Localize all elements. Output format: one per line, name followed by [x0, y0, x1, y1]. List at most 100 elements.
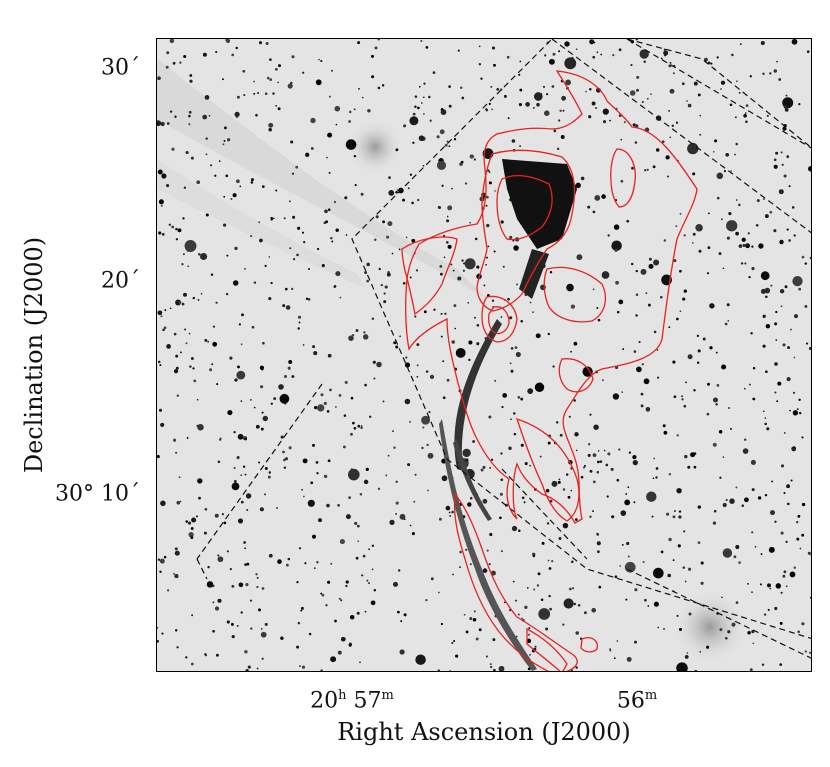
- star: [411, 238, 416, 243]
- star: [175, 238, 179, 241]
- star: [374, 238, 377, 242]
- star: [678, 510, 682, 513]
- star: [269, 58, 272, 61]
- star: [685, 381, 687, 384]
- star: [788, 239, 791, 242]
- star: [367, 109, 371, 113]
- star: [519, 88, 523, 92]
- star: [729, 103, 733, 107]
- star: [255, 424, 260, 429]
- star: [676, 434, 679, 437]
- star: [335, 271, 341, 277]
- star: [675, 121, 679, 124]
- star: [231, 635, 235, 639]
- star: [216, 383, 219, 386]
- star: [653, 259, 660, 266]
- star: [695, 224, 703, 232]
- star: [804, 262, 807, 265]
- star: [399, 513, 406, 520]
- star: [596, 470, 600, 474]
- star: [741, 504, 745, 508]
- star: [627, 555, 630, 558]
- star: [698, 249, 702, 253]
- star: [200, 252, 208, 261]
- star: [570, 489, 573, 492]
- star: [810, 553, 811, 556]
- star: [720, 80, 726, 85]
- star: [268, 127, 272, 132]
- star: [324, 209, 328, 214]
- star: [236, 95, 240, 99]
- star: [630, 262, 634, 266]
- star: [465, 458, 469, 462]
- star: [667, 573, 671, 578]
- star: [231, 584, 235, 588]
- star: [327, 459, 331, 463]
- star: [436, 135, 440, 139]
- star: [348, 110, 352, 114]
- star: [655, 148, 660, 152]
- star: [743, 387, 746, 390]
- star: [775, 583, 782, 589]
- star: [731, 53, 734, 57]
- star: [253, 406, 256, 409]
- star: [603, 449, 606, 452]
- star: [491, 299, 495, 302]
- star: [405, 236, 408, 239]
- star: [185, 656, 188, 659]
- star: [791, 39, 798, 45]
- star: [774, 322, 778, 326]
- star: [327, 132, 333, 138]
- star: [371, 568, 374, 571]
- star: [440, 622, 443, 626]
- star: [688, 567, 692, 571]
- star: [305, 152, 310, 157]
- star: [558, 119, 561, 122]
- star: [370, 54, 375, 58]
- star: [273, 397, 277, 401]
- star: [718, 252, 722, 256]
- star: [397, 610, 400, 614]
- star: [485, 256, 489, 259]
- star: [494, 190, 496, 192]
- star: [197, 252, 201, 256]
- star: [601, 271, 610, 279]
- star: [779, 621, 783, 625]
- star: [795, 520, 799, 524]
- star: [214, 174, 217, 177]
- star: [635, 269, 638, 273]
- star: [519, 145, 521, 147]
- star: [448, 85, 451, 88]
- star: [320, 592, 323, 595]
- star: [240, 343, 243, 346]
- star: [536, 584, 540, 587]
- star: [730, 170, 733, 172]
- star: [287, 557, 291, 561]
- star: [760, 553, 763, 556]
- star: [735, 231, 739, 236]
- star: [635, 293, 639, 297]
- star: [512, 412, 516, 415]
- star: [516, 283, 519, 286]
- star: [462, 269, 466, 272]
- star: [724, 322, 728, 326]
- star: [678, 627, 683, 631]
- star: [540, 598, 544, 601]
- star: [310, 117, 316, 124]
- star: [770, 284, 773, 287]
- star: [225, 292, 229, 296]
- star: [442, 360, 445, 363]
- star: [338, 393, 342, 397]
- star: [422, 164, 425, 167]
- star: [157, 310, 163, 316]
- star: [785, 94, 788, 97]
- star: [157, 120, 162, 127]
- star: [159, 558, 165, 564]
- star: [366, 579, 369, 582]
- star: [792, 275, 803, 287]
- star: [735, 601, 739, 604]
- star: [520, 397, 524, 401]
- star: [480, 468, 484, 472]
- star: [280, 636, 284, 640]
- star: [255, 113, 258, 117]
